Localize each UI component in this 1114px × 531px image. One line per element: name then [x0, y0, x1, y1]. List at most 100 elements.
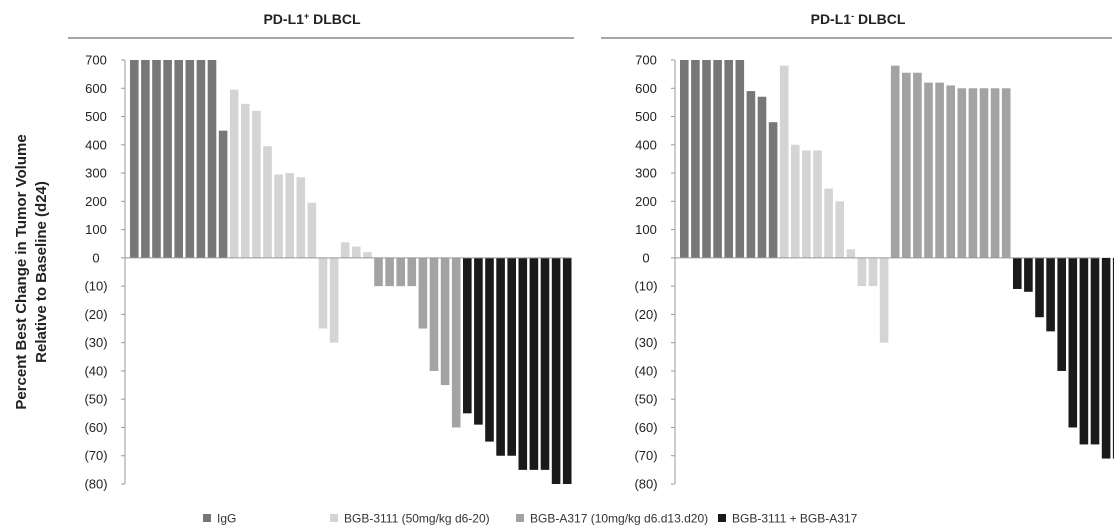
bar-bgb-a317: [440, 257, 450, 386]
panel-title-rest: DLBCL: [309, 11, 361, 27]
bar-bgb-3111: [846, 249, 856, 258]
bar-bgb-a317: [429, 257, 439, 371]
y-tick-label: (40): [84, 363, 107, 378]
bar-bgb-a317: [1001, 88, 1011, 258]
bar-bgb-3111: [318, 257, 328, 329]
bar-igg: [735, 60, 745, 258]
y-tick-label: (30): [84, 335, 107, 350]
bar-bgb-a317: [902, 72, 911, 258]
bar-combo: [1046, 257, 1055, 332]
bar-bgb-a317: [418, 257, 428, 329]
bar-igg: [141, 60, 150, 258]
chart-panel-1: PD-L1+ DLBCL 700 600 500 400 300 200 100 0 (10) (2…: [68, 11, 574, 492]
y-tick-label: 100: [635, 222, 657, 237]
y-tick-label: (50): [84, 392, 107, 407]
panel-title: PD-L1+ DLBCL: [263, 11, 360, 27]
bar-bgb-3111: [241, 103, 250, 258]
bar-bgb-3111: [363, 252, 372, 258]
bar-combo: [1068, 257, 1078, 428]
legend-swatch-bgb-3111: [330, 514, 338, 522]
bar-bgb-a317: [407, 257, 417, 287]
bar-combo: [518, 257, 528, 470]
bar-bgb-3111: [857, 257, 867, 287]
panel-title-superscript: -: [851, 11, 854, 21]
legend-label-combo: BGB-3111 + BGB-A317: [732, 512, 858, 526]
bar-combo: [540, 257, 550, 470]
y-tick-label: 500: [85, 109, 107, 124]
bar-combo: [529, 257, 539, 470]
bar-bgb-a317: [451, 257, 461, 428]
panel-title: PD-L1- DLBCL: [811, 11, 906, 27]
legend-label-bgb-3111: BGB-3111 (50mg/kg d6-20): [344, 512, 490, 526]
bar-bgb-3111: [285, 173, 294, 258]
y-tick-label: (60): [634, 420, 657, 435]
bar-combo: [463, 257, 472, 414]
y-tick-label: 100: [85, 222, 107, 237]
y-tick-label: 300: [85, 166, 107, 181]
bar-bgb-3111: [824, 188, 833, 258]
bar-igg: [218, 130, 228, 258]
legend-swatch-bgb-a317: [516, 514, 524, 522]
y-tick-label: (20): [84, 307, 107, 322]
bar-bgb-a317: [913, 72, 922, 258]
bar-bgb-a317: [385, 257, 394, 287]
bar-combo: [1013, 257, 1022, 289]
bar-bgb-a317: [396, 257, 405, 287]
y-tick-label: 600: [85, 81, 107, 96]
chart-panels: PD-L1+ DLBCL7006005004003002001000(10)(2…: [68, 11, 1114, 492]
panel-title-main: PD-L1: [263, 11, 304, 27]
bar-igg: [152, 60, 161, 258]
y-tick-label: 300: [635, 166, 657, 181]
bar-bgb-3111: [229, 89, 239, 258]
bar-igg: [702, 60, 711, 258]
bar-bgb-a317: [979, 88, 989, 258]
bar-combo: [1035, 257, 1044, 318]
bar-combo: [496, 257, 505, 456]
bar-bgb-a317: [990, 88, 1000, 258]
bar-igg: [713, 60, 722, 258]
bar-bgb-a317: [946, 85, 955, 258]
bar-combo: [1090, 257, 1100, 445]
bar-igg: [174, 60, 183, 258]
bar-combo: [562, 257, 572, 484]
y-tick-label: (70): [84, 448, 107, 463]
y-tick-label: 200: [85, 194, 107, 209]
bar-combo: [1112, 257, 1114, 459]
y-tick-label: 0: [642, 250, 649, 265]
bar-bgb-a317: [968, 88, 978, 258]
bar-igg: [207, 60, 217, 258]
bar-bgb-a317: [924, 82, 933, 258]
bar-combo: [551, 257, 561, 484]
bar-bgb-3111: [813, 150, 822, 258]
bar-bgb-3111: [352, 246, 361, 258]
bar-bgb-3111: [296, 177, 306, 258]
bar-bgb-3111: [274, 174, 283, 258]
bar-bgb-3111: [802, 150, 811, 258]
y-axis-label-line1: Percent Best Change in Tumor Volume: [13, 134, 30, 409]
bar-bgb-3111: [263, 146, 272, 258]
y-tick-label: (10): [634, 279, 657, 294]
legend-swatch-combo: [718, 514, 726, 522]
y-tick-label: 200: [635, 194, 657, 209]
chart-panel-2: PD-L1- DLBCL 700 600 500 400 300 200 100 0 (10) (2…: [601, 11, 1114, 492]
y-tick-label: 0: [92, 250, 99, 265]
y-tick-label: 600: [635, 81, 657, 96]
bar-bgb-3111: [868, 257, 878, 287]
bar-igg: [768, 122, 778, 258]
bar-igg: [130, 60, 139, 258]
legend-label-igg: IgG: [217, 512, 236, 526]
bar-bgb-a317: [890, 65, 900, 258]
y-tick-label: (80): [84, 477, 107, 492]
y-tick-label: (40): [634, 363, 657, 378]
legend-swatch-igg: [203, 514, 211, 522]
legend: IgG BGB-3111 (50mg/kg d6-20) BGB-A317 (10m…: [203, 512, 858, 526]
bar-combo: [1101, 257, 1111, 459]
y-tick-label: (60): [84, 420, 107, 435]
bar-bgb-3111: [779, 65, 789, 258]
bar-combo: [485, 257, 494, 442]
bar-igg: [185, 60, 195, 258]
bar-bgb-a317: [374, 257, 383, 287]
bar-combo: [507, 257, 516, 456]
y-tick-label: 500: [635, 109, 657, 124]
